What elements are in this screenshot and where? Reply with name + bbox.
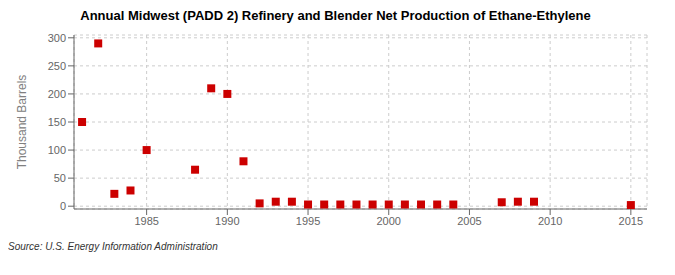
svg-text:2005: 2005 (457, 215, 481, 227)
svg-text:100: 100 (48, 144, 66, 156)
svg-text:Thousand Barrels: Thousand Barrels (15, 75, 29, 170)
svg-text:250: 250 (48, 60, 66, 72)
svg-text:150: 150 (48, 116, 66, 128)
svg-text:1990: 1990 (215, 215, 239, 227)
html-text:Annual Midwest (PADD 2) Refine: Annual Midwest (PADD 2) Refinery and Ble… (80, 8, 591, 23)
svg-text:0: 0 (60, 200, 66, 212)
svg-text:50: 50 (54, 172, 66, 184)
svg-text:1995: 1995 (296, 215, 320, 227)
svg-text:1985: 1985 (134, 215, 158, 227)
svg-text:2010: 2010 (538, 215, 562, 227)
svg-text:2000: 2000 (377, 215, 401, 227)
svg-text:200: 200 (48, 88, 66, 100)
svg-text:2015: 2015 (619, 215, 643, 227)
html-text:Source: U.S. Energy Informatio: Source: U.S. Energy Information Administ… (8, 241, 218, 252)
svg-text:300: 300 (48, 32, 66, 44)
